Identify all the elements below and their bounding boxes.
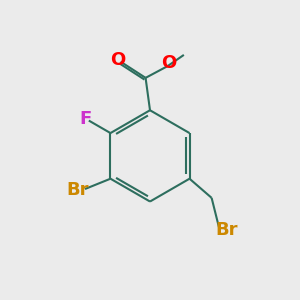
Text: Br: Br	[215, 220, 238, 238]
Text: O: O	[160, 53, 176, 71]
Text: Br: Br	[66, 182, 89, 200]
Text: O: O	[111, 51, 126, 69]
Text: F: F	[80, 110, 92, 128]
